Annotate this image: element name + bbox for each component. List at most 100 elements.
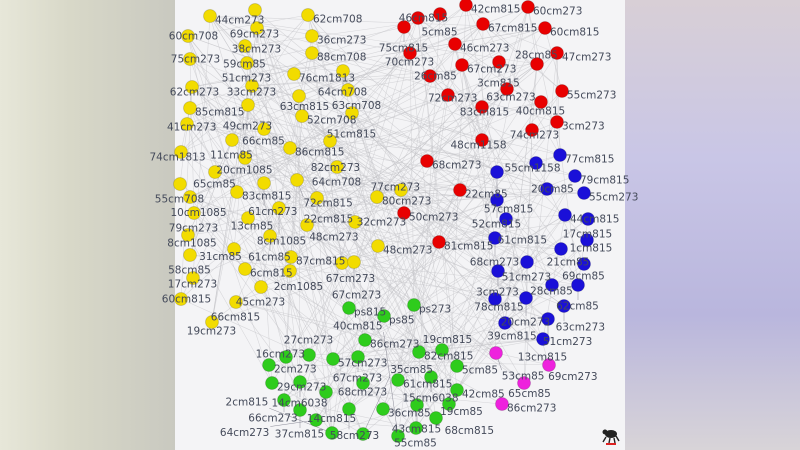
node-blue[interactable] — [577, 257, 591, 271]
node-red[interactable] — [525, 123, 539, 137]
node-green[interactable] — [450, 383, 464, 397]
node-blue[interactable] — [558, 208, 572, 222]
node-yellow[interactable] — [305, 29, 319, 43]
node-red[interactable] — [475, 100, 489, 114]
node-yellow[interactable] — [348, 215, 362, 229]
node-yellow[interactable] — [208, 165, 222, 179]
node-red[interactable] — [441, 88, 455, 102]
node-green[interactable] — [409, 421, 423, 435]
node-red[interactable] — [475, 133, 489, 147]
node-green[interactable] — [377, 309, 391, 323]
node-red[interactable] — [453, 183, 467, 197]
node-yellow[interactable] — [174, 145, 188, 159]
node-yellow[interactable] — [173, 177, 187, 191]
node-green[interactable] — [412, 345, 426, 359]
node-green[interactable] — [410, 398, 424, 412]
node-red[interactable] — [423, 69, 437, 83]
node-yellow[interactable] — [283, 264, 297, 278]
node-blue[interactable] — [568, 169, 582, 183]
node-red[interactable] — [455, 58, 469, 72]
node-yellow[interactable] — [183, 248, 197, 262]
node-green[interactable] — [376, 402, 390, 416]
node-yellow[interactable] — [287, 67, 301, 81]
node-yellow[interactable] — [254, 280, 268, 294]
node-red[interactable] — [397, 206, 411, 220]
node-yellow[interactable] — [305, 46, 319, 60]
node-yellow[interactable] — [347, 255, 361, 269]
node-green[interactable] — [356, 427, 370, 441]
node-yellow[interactable] — [310, 191, 324, 205]
node-yellow[interactable] — [238, 39, 252, 53]
node-green[interactable] — [319, 385, 333, 399]
node-yellow[interactable] — [257, 176, 271, 190]
node-magenta[interactable] — [542, 358, 556, 372]
node-blue[interactable] — [498, 316, 512, 330]
node-blue[interactable] — [557, 299, 571, 313]
node-green[interactable] — [407, 298, 421, 312]
node-red[interactable] — [534, 95, 548, 109]
node-green[interactable] — [424, 370, 438, 384]
node-red[interactable] — [459, 0, 473, 12]
node-yellow[interactable] — [180, 117, 194, 131]
node-red[interactable] — [521, 0, 535, 14]
node-yellow[interactable] — [205, 315, 219, 329]
node-blue[interactable] — [488, 231, 502, 245]
node-green[interactable] — [325, 426, 339, 440]
node-yellow[interactable] — [248, 3, 262, 17]
node-blue[interactable] — [499, 212, 513, 226]
node-yellow[interactable] — [203, 9, 217, 23]
node-blue[interactable] — [519, 291, 533, 305]
node-green[interactable] — [265, 376, 279, 390]
node-blue[interactable] — [490, 165, 504, 179]
node-yellow[interactable] — [183, 52, 197, 66]
node-yellow[interactable] — [257, 122, 271, 136]
node-yellow[interactable] — [187, 206, 201, 220]
node-blue[interactable] — [540, 182, 554, 196]
node-green[interactable] — [429, 411, 443, 425]
node-green[interactable] — [342, 402, 356, 416]
node-green[interactable] — [277, 393, 291, 407]
node-red[interactable] — [550, 115, 564, 129]
node-yellow[interactable] — [250, 21, 264, 35]
node-yellow[interactable] — [263, 229, 277, 243]
node-red[interactable] — [433, 7, 447, 21]
node-blue[interactable] — [520, 255, 534, 269]
node-yellow[interactable] — [225, 133, 239, 147]
node-yellow[interactable] — [300, 218, 314, 232]
node-yellow[interactable] — [323, 134, 337, 148]
node-blue[interactable] — [545, 278, 559, 292]
node-red[interactable] — [550, 46, 564, 60]
node-red[interactable] — [432, 235, 446, 249]
node-yellow[interactable] — [370, 190, 384, 204]
node-red[interactable] — [420, 154, 434, 168]
node-yellow[interactable] — [230, 185, 244, 199]
node-red[interactable] — [538, 21, 552, 35]
node-yellow[interactable] — [295, 109, 309, 123]
node-yellow[interactable] — [229, 295, 243, 309]
node-blue[interactable] — [580, 233, 594, 247]
node-red[interactable] — [403, 46, 417, 60]
node-yellow[interactable] — [183, 190, 197, 204]
node-red[interactable] — [500, 82, 514, 96]
node-blue[interactable] — [577, 186, 591, 200]
node-green[interactable] — [351, 350, 365, 364]
node-yellow[interactable] — [283, 141, 297, 155]
node-yellow[interactable] — [183, 101, 197, 115]
node-yellow[interactable] — [301, 8, 315, 22]
node-green[interactable] — [442, 397, 456, 411]
node-blue[interactable] — [536, 332, 550, 346]
node-yellow[interactable] — [394, 183, 408, 197]
node-green[interactable] — [358, 333, 372, 347]
node-red[interactable] — [555, 84, 569, 98]
node-magenta[interactable] — [495, 397, 509, 411]
node-blue[interactable] — [553, 148, 567, 162]
node-yellow[interactable] — [240, 56, 254, 70]
node-yellow[interactable] — [284, 250, 298, 264]
node-red[interactable] — [476, 17, 490, 31]
node-yellow[interactable] — [238, 262, 252, 276]
node-blue[interactable] — [541, 312, 555, 326]
node-green[interactable] — [326, 352, 340, 366]
node-magenta[interactable] — [489, 346, 503, 360]
node-yellow[interactable] — [181, 29, 195, 43]
node-red[interactable] — [397, 20, 411, 34]
